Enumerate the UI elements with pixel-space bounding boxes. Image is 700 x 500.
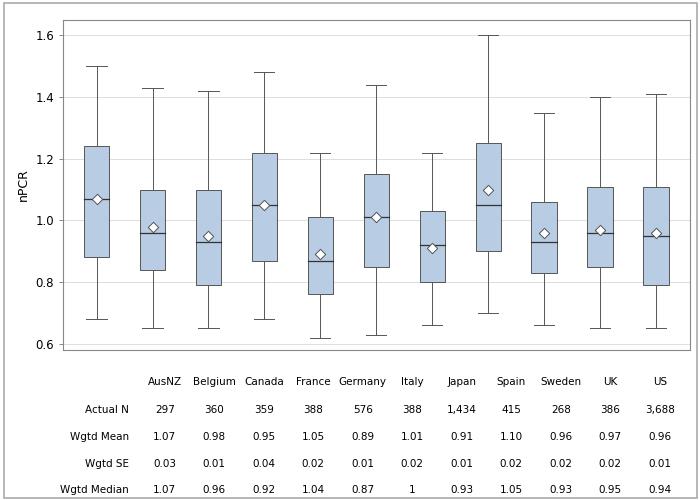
Text: 0.03: 0.03: [153, 460, 176, 469]
Point: [426, 244, 438, 252]
Text: 388: 388: [402, 405, 422, 415]
Text: 1.10: 1.10: [500, 432, 523, 442]
Text: 0.02: 0.02: [500, 460, 523, 469]
Bar: [252, 152, 277, 260]
Text: 576: 576: [353, 405, 372, 415]
Text: 0.93: 0.93: [450, 485, 473, 495]
Text: 360: 360: [204, 405, 224, 415]
Point: [147, 222, 158, 230]
Text: Wgtd SE: Wgtd SE: [85, 460, 129, 469]
Text: 0.87: 0.87: [351, 485, 374, 495]
Text: 1.05: 1.05: [302, 432, 325, 442]
Text: 1: 1: [409, 485, 416, 495]
Point: [482, 186, 493, 194]
Y-axis label: nPCR: nPCR: [17, 168, 29, 202]
Text: 0.98: 0.98: [203, 432, 226, 442]
Text: 0.01: 0.01: [648, 460, 671, 469]
Text: Spain: Spain: [497, 376, 526, 386]
Point: [371, 214, 382, 222]
Text: 297: 297: [155, 405, 175, 415]
Bar: [587, 186, 612, 266]
Text: 359: 359: [254, 405, 274, 415]
Text: 0.96: 0.96: [648, 432, 671, 442]
Text: 0.01: 0.01: [203, 460, 226, 469]
Text: Japan: Japan: [447, 376, 476, 386]
Text: 0.02: 0.02: [401, 460, 424, 469]
Text: 0.02: 0.02: [550, 460, 573, 469]
Text: Germany: Germany: [339, 376, 387, 386]
Text: 0.01: 0.01: [351, 460, 374, 469]
Text: 0.97: 0.97: [598, 432, 622, 442]
Bar: [364, 174, 388, 266]
Text: 268: 268: [551, 405, 570, 415]
Text: 1.07: 1.07: [153, 485, 176, 495]
Text: 0.96: 0.96: [203, 485, 226, 495]
Bar: [196, 190, 221, 285]
Text: France: France: [296, 376, 330, 386]
Bar: [531, 202, 556, 273]
Point: [259, 201, 270, 209]
Text: 1,434: 1,434: [447, 405, 477, 415]
Bar: [140, 190, 165, 270]
Text: 0.94: 0.94: [648, 485, 671, 495]
Text: Sweden: Sweden: [540, 376, 582, 386]
Text: 0.95: 0.95: [598, 485, 622, 495]
Bar: [84, 146, 109, 258]
Text: Wgtd Mean: Wgtd Mean: [70, 432, 129, 442]
Text: 0.96: 0.96: [550, 432, 573, 442]
Text: 0.89: 0.89: [351, 432, 374, 442]
Point: [650, 229, 662, 237]
Text: 1.04: 1.04: [302, 485, 325, 495]
Point: [91, 195, 102, 203]
Point: [538, 229, 550, 237]
Bar: [643, 186, 668, 285]
Text: AusNZ: AusNZ: [148, 376, 182, 386]
Text: 3,688: 3,688: [645, 405, 675, 415]
Text: Canada: Canada: [244, 376, 284, 386]
Bar: [308, 218, 333, 294]
Text: Italy: Italy: [401, 376, 424, 386]
Text: 386: 386: [601, 405, 620, 415]
Text: Belgium: Belgium: [193, 376, 236, 386]
Text: 1.01: 1.01: [400, 432, 424, 442]
Point: [594, 226, 606, 234]
Text: US: US: [652, 376, 667, 386]
Text: 0.95: 0.95: [252, 432, 275, 442]
Text: 415: 415: [501, 405, 522, 415]
Text: 388: 388: [303, 405, 323, 415]
Text: 0.91: 0.91: [450, 432, 473, 442]
Text: 0.01: 0.01: [450, 460, 473, 469]
Text: 0.93: 0.93: [550, 485, 573, 495]
Text: 0.02: 0.02: [598, 460, 622, 469]
Bar: [419, 211, 445, 282]
Text: 0.04: 0.04: [252, 460, 275, 469]
Text: 1.05: 1.05: [500, 485, 523, 495]
Point: [203, 232, 214, 240]
Text: 1.07: 1.07: [153, 432, 176, 442]
Text: Actual N: Actual N: [85, 405, 129, 415]
Text: 0.92: 0.92: [252, 485, 275, 495]
Text: Wgtd Median: Wgtd Median: [60, 485, 129, 495]
Bar: [475, 144, 500, 252]
Text: UK: UK: [603, 376, 617, 386]
Text: 0.02: 0.02: [302, 460, 325, 469]
Point: [315, 250, 326, 258]
